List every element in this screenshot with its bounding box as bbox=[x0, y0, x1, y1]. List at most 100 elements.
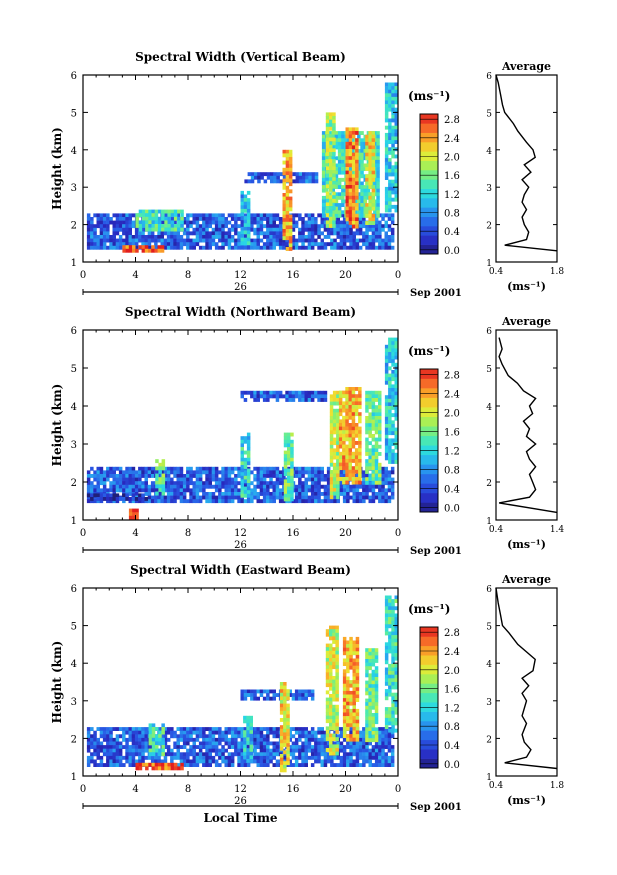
heatmap-cell bbox=[262, 394, 267, 399]
heatmap-cell bbox=[240, 241, 244, 246]
heatmap-cell bbox=[320, 745, 324, 749]
heatmap-cell bbox=[157, 231, 161, 236]
heatmap-cell bbox=[154, 759, 158, 764]
heatmap-cell bbox=[211, 495, 216, 500]
heatmap-cell bbox=[365, 141, 369, 146]
heatmap-cell bbox=[192, 499, 196, 504]
heatmap-cell bbox=[325, 195, 330, 200]
heatmap-cell bbox=[246, 689, 251, 694]
heatmap-cell bbox=[335, 694, 339, 698]
heatmap-cell bbox=[230, 470, 235, 475]
heatmap-cell bbox=[186, 235, 190, 239]
heatmap-cell bbox=[348, 206, 353, 211]
heatmap-cell bbox=[374, 235, 379, 239]
heatmap-cell bbox=[218, 727, 222, 731]
heatmap-cell bbox=[384, 165, 389, 170]
heatmap-cell bbox=[141, 466, 145, 471]
heatmap-cell bbox=[287, 472, 291, 477]
heatmap-cell bbox=[358, 437, 362, 442]
heatmap-cell bbox=[329, 726, 333, 731]
heatmap-cell bbox=[298, 730, 302, 735]
heatmap-cell bbox=[346, 640, 350, 645]
heatmap-cell bbox=[352, 245, 356, 250]
heatmap-cell bbox=[186, 466, 190, 471]
heatmap-cell bbox=[391, 107, 395, 112]
heatmap-cell bbox=[240, 394, 244, 399]
heatmap-cell bbox=[351, 426, 356, 431]
heatmap-cell bbox=[161, 459, 166, 464]
heatmap-cell bbox=[326, 242, 331, 247]
heatmap-cell bbox=[384, 402, 389, 407]
heatmap-cell bbox=[158, 748, 162, 753]
heatmap-cell bbox=[329, 202, 333, 207]
heatmap-cell bbox=[325, 126, 330, 131]
heatmap-cell bbox=[320, 466, 324, 471]
heatmap-cell bbox=[218, 235, 222, 239]
heatmap-cell bbox=[259, 220, 264, 225]
heatmap-cell bbox=[270, 175, 274, 180]
heatmap-cell bbox=[329, 477, 334, 482]
heatmap-cell bbox=[388, 179, 392, 184]
heatmap-cell bbox=[314, 737, 318, 742]
heatmap-cell bbox=[109, 755, 113, 760]
heatmap-cell bbox=[323, 741, 328, 746]
heatmap-cell bbox=[247, 172, 252, 177]
heatmap-cell bbox=[151, 727, 156, 731]
heatmap-cell bbox=[285, 232, 290, 237]
heatmap-cell bbox=[391, 129, 395, 134]
heatmap-cell bbox=[211, 748, 216, 753]
heatmap-cell bbox=[351, 390, 356, 395]
heatmap-cell bbox=[112, 220, 116, 225]
heatmap-cell bbox=[288, 239, 293, 244]
heatmap-cell bbox=[384, 737, 388, 742]
heatmap-cell bbox=[378, 452, 382, 456]
heatmap-cell bbox=[307, 499, 312, 504]
heatmap-cell bbox=[394, 380, 398, 385]
heatmap-cell bbox=[381, 741, 385, 746]
heatmap-cell bbox=[323, 477, 328, 482]
heatmap-cell bbox=[246, 212, 251, 217]
heatmap-cell bbox=[355, 748, 360, 753]
heatmap-cell bbox=[125, 745, 129, 749]
heatmap-cell bbox=[227, 737, 232, 742]
colorbar-tick-label: 0.8 bbox=[444, 209, 460, 220]
heatmap-cell bbox=[345, 462, 349, 467]
heatmap-cell bbox=[371, 398, 376, 402]
heatmap-cell bbox=[341, 170, 345, 175]
heatmap-cell bbox=[391, 395, 395, 400]
heatmap-cell bbox=[262, 495, 267, 500]
heatmap-cell bbox=[282, 196, 286, 201]
heatmap-cell bbox=[227, 238, 232, 243]
heatmap-cell bbox=[275, 727, 280, 731]
heatmap-cell bbox=[394, 460, 398, 464]
heatmap-cell bbox=[256, 477, 260, 482]
heatmap-cell bbox=[262, 242, 267, 247]
heatmap-cell bbox=[329, 166, 333, 171]
heatmap-cell bbox=[145, 762, 149, 767]
heatmap-cell bbox=[102, 745, 107, 749]
heatmap-cell bbox=[283, 483, 288, 487]
heatmap-cell bbox=[246, 216, 251, 220]
heatmap-cell bbox=[195, 495, 200, 500]
heatmap-cell bbox=[186, 759, 190, 764]
heatmap-cell bbox=[182, 499, 187, 504]
heatmap-cell bbox=[332, 148, 336, 153]
heatmap-cell bbox=[345, 141, 349, 146]
heatmap-cell bbox=[326, 492, 331, 496]
heatmap-cell bbox=[173, 755, 177, 760]
heatmap-cell bbox=[329, 650, 333, 655]
heatmap-cell bbox=[288, 398, 292, 402]
heatmap-cell bbox=[391, 402, 395, 407]
heatmap-cell bbox=[332, 751, 336, 756]
heatmap-cell bbox=[348, 433, 352, 438]
heatmap-cell bbox=[321, 131, 326, 135]
heatmap-cell bbox=[329, 159, 333, 164]
heatmap-cell bbox=[278, 231, 283, 236]
heatmap-cell bbox=[381, 238, 385, 243]
colorbar-segment bbox=[420, 454, 438, 465]
heatmap-cell bbox=[211, 734, 216, 739]
heatmap-cell bbox=[90, 235, 94, 239]
heatmap-cell bbox=[266, 727, 270, 731]
heatmap-cell bbox=[376, 141, 380, 146]
